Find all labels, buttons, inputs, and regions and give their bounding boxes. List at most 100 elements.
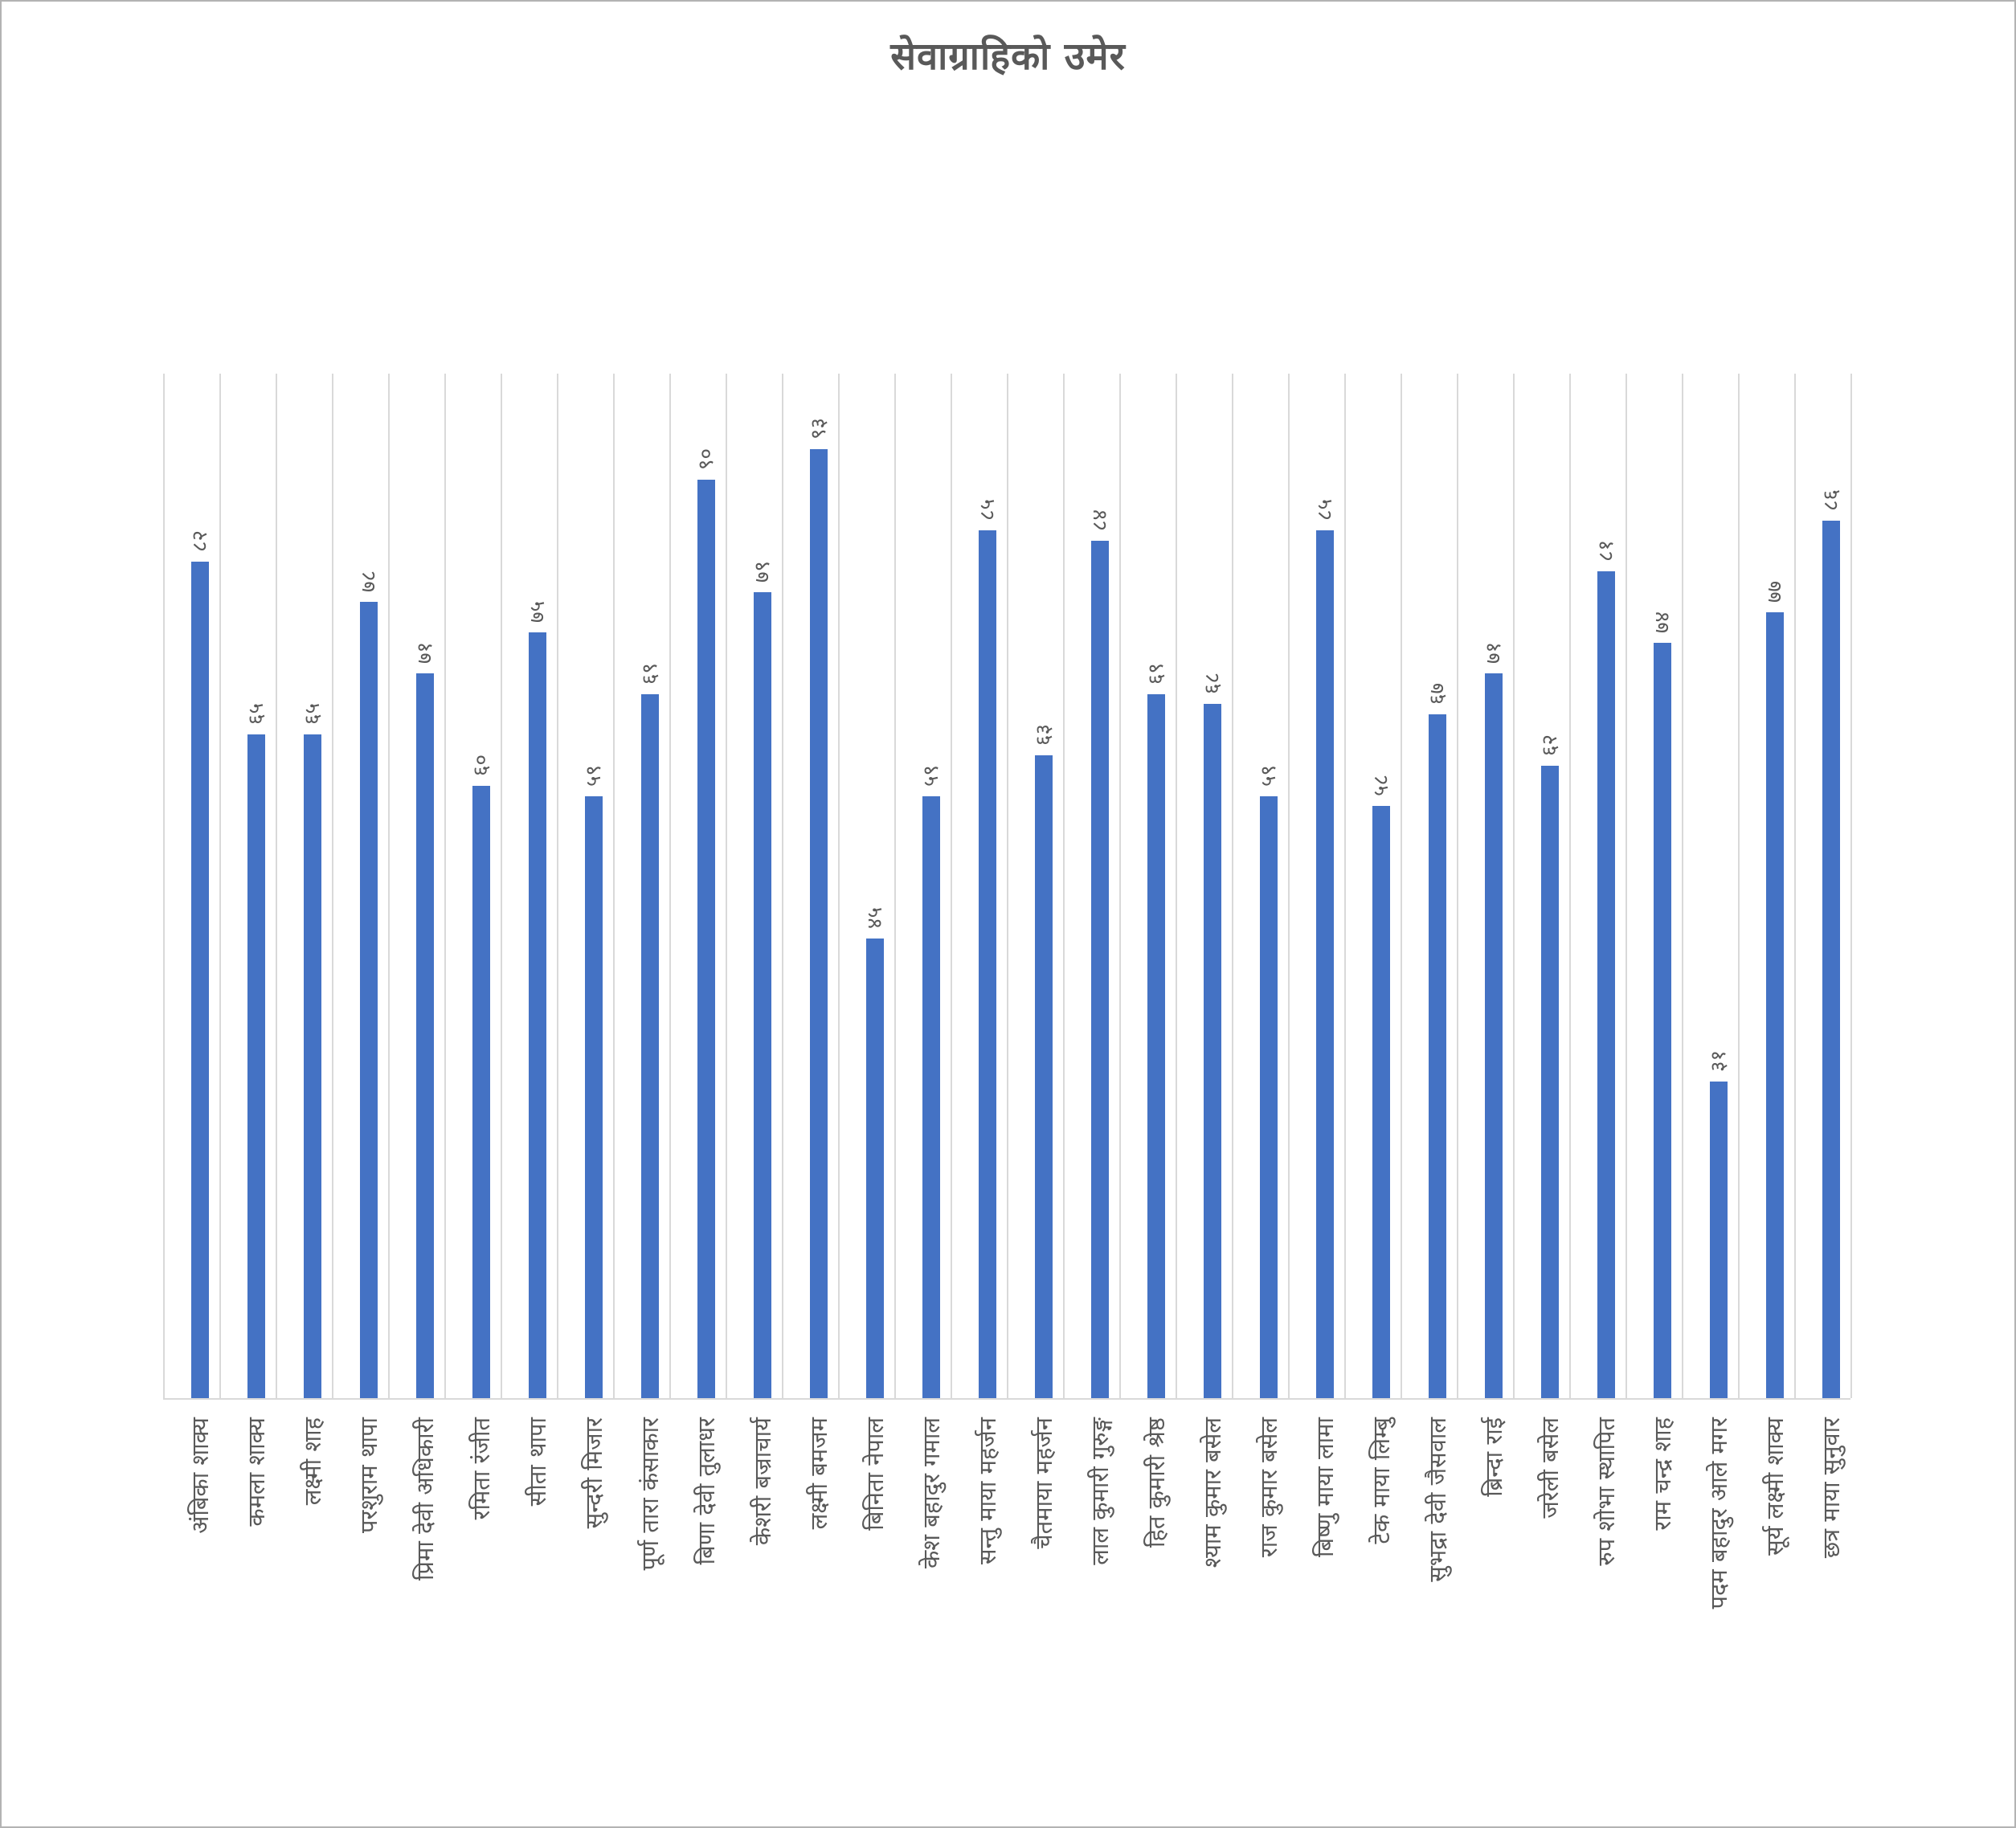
- value-label: ८६: [1819, 489, 1843, 511]
- gridline: [838, 374, 840, 1398]
- bar: [1766, 612, 1784, 1398]
- gridline: [163, 374, 165, 1398]
- gridline: [1344, 374, 1346, 1398]
- value-label: ६९: [638, 662, 662, 685]
- category-label: बिनिता नेपाल: [861, 1417, 889, 1531]
- bar: [1485, 673, 1503, 1398]
- category-label: सुभद्रा देवी जैसवाल: [1424, 1417, 1451, 1582]
- gridline: [1738, 374, 1740, 1398]
- category-label: ब्रिन्दा राई: [1480, 1417, 1507, 1497]
- bar: [922, 796, 940, 1398]
- value-label: ६८: [1200, 672, 1225, 694]
- bar: [1429, 714, 1446, 1398]
- value-label: ५९: [582, 764, 606, 787]
- gridline: [1513, 374, 1515, 1398]
- bar: [979, 530, 996, 1398]
- bar: [1372, 806, 1390, 1398]
- bar: [416, 673, 434, 1398]
- category-label: रमिता रंजीत: [468, 1417, 495, 1520]
- bar: [360, 602, 378, 1398]
- gridline: [1232, 374, 1233, 1398]
- category-label: पूर्ण तारा कंसाकार: [636, 1417, 664, 1571]
- bar: [1316, 530, 1334, 1398]
- category-axis-line: [163, 1398, 1850, 1400]
- value-label: ६३: [1032, 723, 1056, 746]
- bar: [529, 632, 546, 1398]
- value-label: ५८: [1369, 774, 1393, 796]
- bar: [641, 694, 659, 1398]
- gridline: [1007, 374, 1008, 1398]
- bar: [697, 480, 715, 1398]
- gridline: [782, 374, 783, 1398]
- gridline: [894, 374, 896, 1398]
- gridline: [669, 374, 671, 1398]
- category-label: राम चन्द्र शाह: [1649, 1417, 1676, 1531]
- gridline: [276, 374, 277, 1398]
- value-label: ९०: [694, 448, 718, 470]
- value-label: ३१: [1707, 1049, 1731, 1072]
- gridline: [557, 374, 558, 1398]
- bar: [1710, 1082, 1728, 1398]
- value-label: ५९: [1257, 764, 1281, 787]
- bar: [810, 449, 828, 1398]
- category-label: केश बहादुर गमाल: [918, 1417, 945, 1568]
- value-label: ८१: [1594, 539, 1618, 562]
- value-label: ८४: [1088, 509, 1112, 531]
- gridline: [1625, 374, 1627, 1398]
- category-label: बिष्णु माया लामा: [1311, 1417, 1339, 1558]
- category-label: लक्ष्मी बमजम: [805, 1417, 832, 1530]
- bar: [1654, 643, 1671, 1398]
- gridline: [1063, 374, 1065, 1398]
- bar: [1035, 755, 1053, 1398]
- value-label: ७१: [1482, 641, 1506, 664]
- value-label: ८२: [188, 530, 212, 552]
- value-label: ५९: [919, 764, 943, 787]
- bar: [1597, 571, 1615, 1398]
- value-label: ७८: [357, 570, 381, 592]
- gridline: [1682, 374, 1683, 1398]
- bar: [247, 734, 265, 1398]
- category-label: अंबिका शाक्य: [186, 1417, 214, 1534]
- value-label: ६५: [301, 702, 325, 725]
- gridline: [332, 374, 333, 1398]
- bar: [1091, 541, 1109, 1398]
- category-label: सुन्दरी मिजार: [580, 1417, 607, 1529]
- value-label: ७७: [1763, 580, 1787, 603]
- category-label: चैतमाया महर्जन: [1030, 1417, 1057, 1549]
- gridline: [444, 374, 446, 1398]
- gridline: [1569, 374, 1571, 1398]
- gridline: [1288, 374, 1290, 1398]
- value-label: ८५: [975, 498, 1000, 521]
- bar: [1260, 796, 1278, 1398]
- chart-title: सेवाग्राहिको उमेर: [890, 35, 1126, 79]
- value-label: ७१: [413, 641, 437, 664]
- value-label: ७४: [1650, 611, 1675, 633]
- category-label: श्याम कुमार बसेल: [1199, 1417, 1226, 1568]
- bar: [472, 786, 490, 1398]
- category-label: सन्तु माया महर्जन: [974, 1417, 1001, 1565]
- category-label: सूर्य लक्ष्मी शाक्य: [1761, 1417, 1789, 1556]
- value-label: ६५: [244, 702, 268, 725]
- category-label: कमला शाक्य: [243, 1417, 270, 1527]
- bar: [1204, 704, 1221, 1398]
- value-label: ६७: [1425, 682, 1450, 705]
- value-label: ६९: [1144, 662, 1168, 685]
- value-label: ७५: [525, 600, 550, 623]
- bar: [585, 796, 603, 1398]
- bar: [866, 939, 884, 1398]
- gridline: [726, 374, 727, 1398]
- category-label: रुप शोभा स्थापित: [1593, 1417, 1620, 1566]
- category-label: प्रिमा देवी अधिकारी: [411, 1417, 439, 1581]
- category-label: पदम बहादुर आले मगर: [1705, 1417, 1732, 1609]
- gridline: [1794, 374, 1796, 1398]
- gridline: [1457, 374, 1458, 1398]
- gridline: [613, 374, 615, 1398]
- bar: [1822, 521, 1840, 1398]
- category-label: राज कुमार बसेल: [1255, 1417, 1282, 1558]
- value-label: ७९: [750, 560, 775, 583]
- category-label: लक्ष्मी शाह: [299, 1417, 326, 1506]
- value-label: ६२: [1538, 734, 1562, 756]
- value-label: ६०: [469, 754, 493, 776]
